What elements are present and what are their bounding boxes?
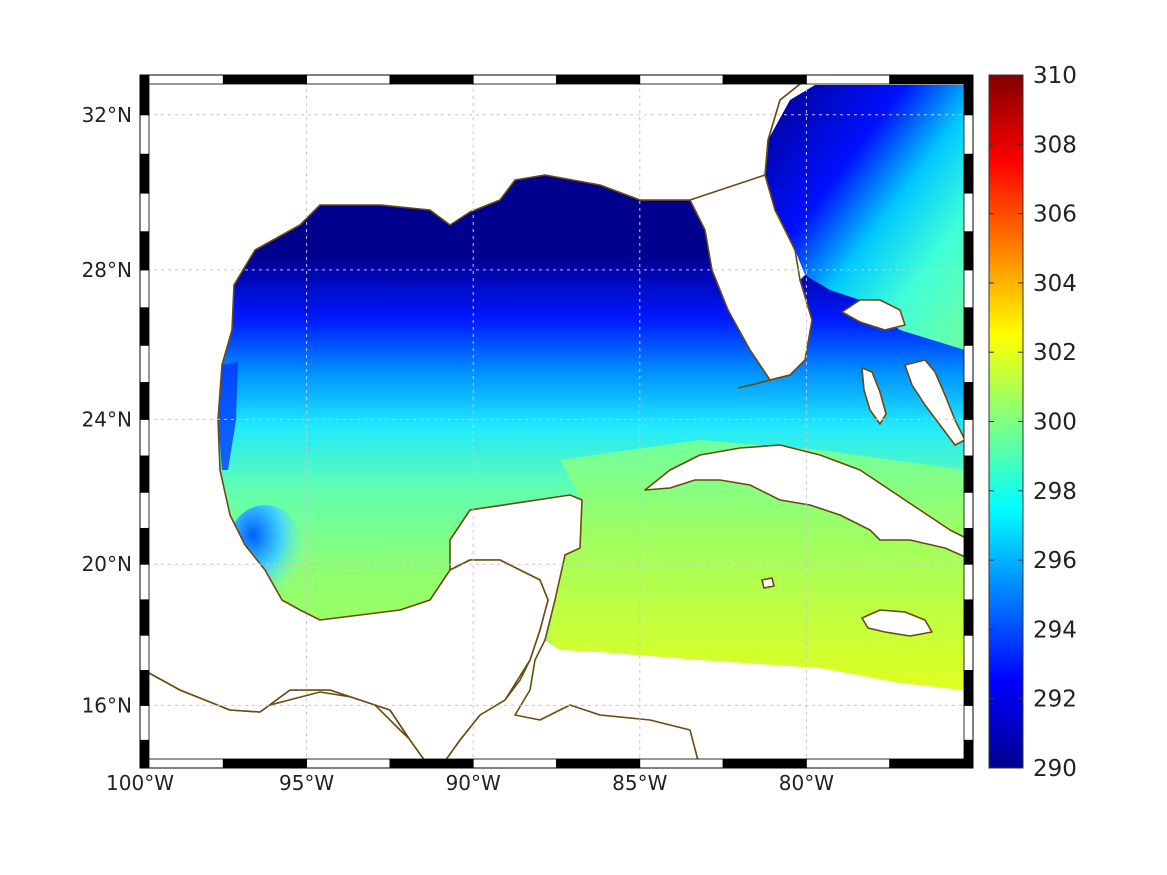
colorbar-tick-label: 304 (1033, 271, 1077, 297)
frame-right-segment (963, 74, 974, 116)
frame-right-segment (963, 153, 974, 194)
frame-right-segment (963, 491, 974, 529)
frame-right-segment (963, 231, 974, 271)
frame-left-segment (139, 491, 150, 529)
y-tick-label: 28°N (82, 258, 132, 282)
land-bahamas-north (841, 299, 906, 331)
frame-right-segment (963, 114, 974, 155)
landmasses (140, 75, 973, 768)
frame-left-segment (139, 344, 150, 383)
frame-left-segment (139, 527, 150, 565)
frame-bottom-segment (556, 758, 641, 769)
frame-left-segment (139, 382, 150, 420)
sst-atlantic-region (765, 85, 965, 350)
land-cuba (644, 444, 973, 561)
frame-left-segment (139, 74, 150, 116)
frame-top-segment (139, 74, 224, 85)
frame-left-segment (139, 634, 150, 671)
frame-left-segment (139, 455, 150, 493)
frame-left-segment (139, 192, 150, 233)
frame-top-segment (389, 74, 474, 85)
frame-right-segment (963, 455, 974, 493)
frame-right-segment (963, 418, 974, 457)
colorbar: 290 292 294 296 298 300 302 304 306 308 310 (988, 63, 1077, 782)
frame-bottom-segment (806, 758, 891, 769)
colorbar-tick-labels: 290 292 294 296 298 300 302 304 306 308 310 (989, 63, 1077, 782)
frame-top-segment (556, 74, 641, 85)
coastline-florida-keys (737, 374, 791, 389)
frame-bottom-segment (389, 758, 474, 769)
frame-top-segment (889, 74, 974, 85)
colorbar-tick-label: 290 (1033, 756, 1077, 782)
frame-right-segment (963, 634, 974, 671)
colorbar-tick-label: 292 (1033, 687, 1077, 713)
map-frame (139, 74, 974, 769)
x-tick-label: 85°W (612, 771, 667, 795)
colorbar-tick-label: 306 (1033, 202, 1077, 228)
frame-right-segment (963, 192, 974, 233)
frame-bottom-segment (306, 758, 391, 769)
sst-western-cool-strip (218, 362, 238, 470)
frame-left-segment (139, 563, 150, 601)
frame-top-segment (306, 74, 391, 85)
colorbar-gradient (988, 74, 1024, 769)
frame-right-segment (963, 382, 974, 420)
frame-left-segment (139, 114, 150, 155)
frame-outline (139, 74, 974, 769)
y-tick-label: 20°N (82, 552, 132, 576)
frame-right-segment (963, 269, 974, 309)
frame-right-segment (963, 670, 974, 706)
y-tick-label: 32°N (82, 103, 132, 127)
y-tick-label: 24°N (82, 407, 132, 431)
frame-bottom-segment (222, 758, 308, 769)
frame-right-segment (963, 344, 974, 383)
y-tick-label: 16°N (82, 693, 132, 717)
frame-left-segment (139, 231, 150, 271)
colorbar-tick-label: 296 (1033, 548, 1077, 574)
frame-top-segment (722, 74, 807, 85)
frame-right-segment (963, 705, 974, 741)
x-tick-label: 80°W (779, 771, 834, 795)
frame-bottom-segment (889, 758, 974, 769)
x-tick-label: 90°W (446, 771, 501, 795)
frame-left-segment (139, 599, 150, 636)
colorbar-tick-label: 310 (1033, 63, 1077, 89)
frame-bottom-segment (639, 758, 724, 769)
land-jamaica (861, 609, 933, 637)
colorbar-tick-label: 300 (1033, 410, 1077, 436)
land-us-gulf-coast (140, 75, 821, 768)
frame-left-segment (139, 705, 150, 741)
frame-top-segment (806, 74, 891, 85)
frame-right-segment (963, 739, 974, 769)
frame-top-segment (639, 74, 724, 85)
x-tick-label: 100°W (106, 771, 174, 795)
colorbar-tick-label: 302 (1033, 340, 1077, 366)
frame-left-segment (139, 153, 150, 194)
frame-bottom-segment (139, 758, 224, 769)
frame-top-segment (472, 74, 557, 85)
colorbar-tick-label: 294 (1033, 617, 1077, 643)
graticule (140, 75, 973, 768)
frame-left-segment (139, 269, 150, 309)
frame-left-segment (139, 418, 150, 457)
frame-top-segment (222, 74, 308, 85)
frame-right-segment (963, 307, 974, 346)
frame-left-segment (139, 307, 150, 346)
frame-right-segment (963, 527, 974, 565)
colorbar-tick-label: 308 (1033, 132, 1077, 158)
frame-left-segment (139, 670, 150, 706)
y-tick-labels: 32°N 28°N 24°N 20°N 16°N (82, 103, 132, 718)
land-isla-juventud (761, 577, 775, 589)
map-plot-area (140, 75, 973, 768)
colorbar-tick-label: 298 (1033, 479, 1077, 505)
x-tick-label: 95°W (279, 771, 334, 795)
x-tick-labels: 100°W 95°W 90°W 85°W 80°W (106, 771, 834, 795)
frame-bottom-segment (722, 758, 807, 769)
frame-bottom-segment (472, 758, 557, 769)
frame-right-segment (963, 599, 974, 636)
frame-right-segment (963, 563, 974, 601)
frame-left-segment (139, 739, 150, 769)
